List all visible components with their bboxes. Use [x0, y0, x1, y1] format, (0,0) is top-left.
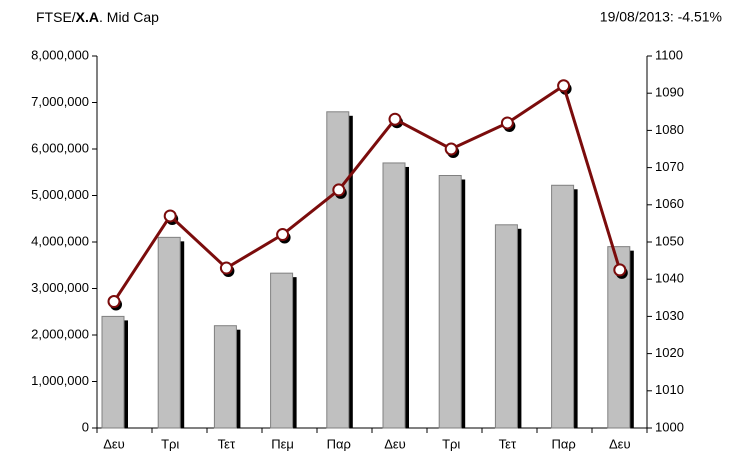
y2-tick-label: 1040: [655, 271, 684, 286]
y2-tick-label: 1100: [655, 47, 683, 62]
x-tick-label: Παρ: [327, 436, 351, 451]
y-tick-label: 1,000,000: [31, 373, 89, 388]
chart-subtitle: 19/08/2013: -4.51%: [600, 9, 722, 25]
marker: [219, 261, 233, 275]
y2-tick-label: 1020: [655, 345, 684, 360]
marker: [500, 116, 514, 130]
bar: [438, 175, 462, 429]
bar: [326, 111, 350, 429]
marker: [332, 183, 346, 197]
marker: [613, 263, 627, 277]
bar: [382, 162, 406, 429]
chart-title: FTSE/Χ.Α. Mid Cap: [36, 9, 159, 25]
bar: [494, 224, 518, 429]
title-part: FTSE/: [36, 9, 76, 25]
y-tick-label: 0: [82, 419, 89, 434]
y2-tick-label: 1090: [655, 85, 684, 100]
x-tick-label: Τετ: [499, 436, 517, 451]
y-tick-label: 2,000,000: [31, 326, 89, 341]
marker: [107, 295, 121, 309]
y2-tick-label: 1060: [655, 196, 684, 211]
x-tick-label: Τετ: [218, 436, 236, 451]
y-tick-label: 8,000,000: [31, 47, 89, 62]
y2-tick-label: 1070: [655, 159, 684, 174]
y-tick-label: 4,000,000: [31, 233, 89, 248]
x-tick-label: Πεμ: [271, 436, 294, 451]
bar: [157, 236, 181, 429]
marker: [444, 142, 458, 156]
y2-tick-label: 1050: [655, 233, 684, 248]
x-tick-label: Δευ: [384, 436, 406, 451]
bar: [551, 184, 575, 429]
y-tick-label: 7,000,000: [31, 94, 89, 109]
marker: [276, 228, 290, 242]
y2-tick-label: 1000: [655, 419, 684, 434]
y2-tick-label: 1080: [655, 122, 684, 137]
x-tick-label: Παρ: [551, 436, 575, 451]
bar: [270, 272, 294, 429]
marker: [557, 79, 571, 93]
marker: [388, 112, 402, 126]
x-tick-label: Δευ: [103, 436, 125, 451]
title-part: Χ.Α: [76, 9, 99, 25]
x-tick-label: Τρι: [442, 436, 460, 451]
bar: [213, 325, 237, 429]
x-tick-label: Τρι: [161, 436, 179, 451]
y2-tick-label: 1010: [655, 382, 684, 397]
marker: [163, 209, 177, 223]
bar: [101, 315, 125, 429]
line: [112, 83, 622, 303]
y-tick-label: 5,000,000: [31, 187, 89, 202]
title-part: . Mid Cap: [99, 9, 159, 25]
y2-tick-label: 1030: [655, 308, 684, 323]
y-tick-label: 3,000,000: [31, 280, 89, 295]
bar: [607, 246, 631, 429]
x-tick-label: Δευ: [609, 436, 631, 451]
y-tick-label: 6,000,000: [31, 140, 89, 155]
